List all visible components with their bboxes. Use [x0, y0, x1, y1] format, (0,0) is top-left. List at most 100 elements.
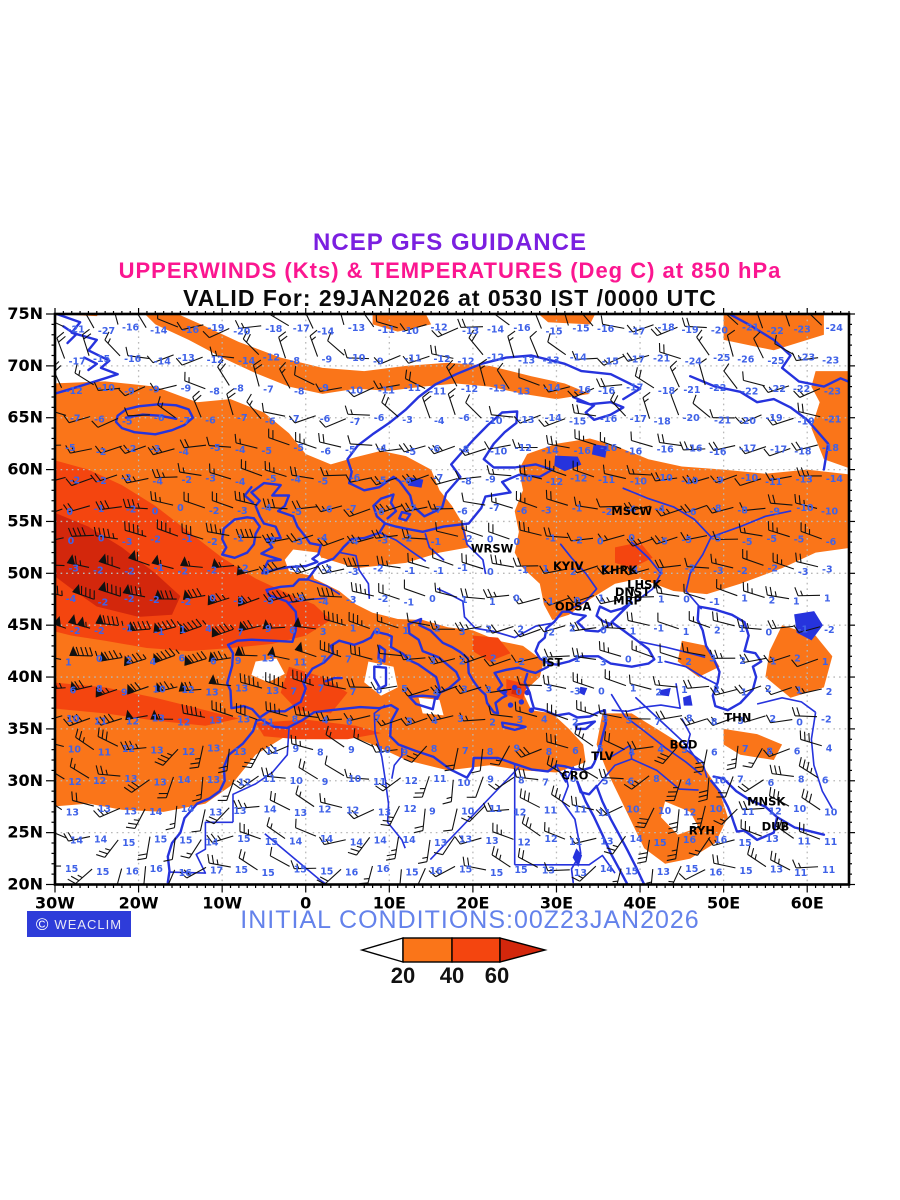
temperature-value: 15: [514, 865, 527, 876]
temperature-value: 15: [179, 836, 192, 847]
temperature-value: 13: [233, 747, 246, 758]
temperature-value: 11: [94, 716, 107, 727]
temperature-value: 13: [209, 715, 222, 726]
temperature-value: 1: [350, 623, 357, 634]
temperature-value: -3: [541, 505, 552, 516]
temperature-value: -7: [431, 505, 442, 516]
temperature-value: -5: [794, 535, 805, 546]
lon-label: 50E: [707, 894, 740, 913]
temperature-value: -7: [263, 384, 274, 395]
temperature-value: -6: [374, 413, 385, 424]
temperature-value: -6: [350, 473, 361, 484]
temperature-value: 4: [826, 744, 833, 755]
temperature-value: -8: [461, 477, 472, 488]
temperature-value: 15: [237, 834, 250, 845]
temperature-value: 8: [292, 714, 299, 725]
temperature-value: 8: [96, 684, 103, 695]
temperature-value: 15: [294, 864, 307, 875]
temperature-value: 7: [290, 687, 297, 698]
temperature-value: -2: [98, 597, 109, 608]
temperature-value: 1: [489, 597, 496, 608]
temperature-value: -10: [515, 474, 533, 485]
temperature-value: 9: [429, 807, 436, 818]
temperature-value: 7: [318, 684, 325, 695]
temperature-value: -14: [487, 325, 505, 336]
temperature-value: 11: [544, 805, 557, 816]
temperature-value: 2: [489, 717, 496, 728]
temperature-value: -18: [654, 417, 672, 428]
temperature-value: -1: [94, 504, 105, 515]
temperature-value: -10: [402, 326, 420, 337]
temperature-value: 16: [429, 866, 443, 877]
temperature-value: -6: [320, 414, 331, 425]
legend-shape: [359, 937, 548, 963]
temperature-value: 1: [542, 564, 549, 575]
city-label-bgd: BGD: [670, 737, 698, 751]
temperature-value: 4: [205, 624, 212, 635]
temperature-value: 16: [683, 835, 697, 846]
temperature-value: 14: [350, 838, 364, 849]
temperature-value: -6: [430, 444, 441, 455]
temperature-value: -10: [490, 447, 508, 458]
temperature-value: -3: [122, 537, 133, 548]
city-label-ist: IST: [542, 656, 563, 670]
temperature-value: -6: [374, 507, 385, 518]
temperature-value: -12: [515, 443, 532, 454]
temperature-value: 2: [542, 655, 549, 666]
temperature-value: -6: [320, 446, 331, 457]
temperature-value: 0: [598, 686, 605, 697]
temperature-value: 5: [626, 716, 633, 727]
temperature-value: -2: [737, 566, 748, 577]
temperature-value: -20: [739, 416, 757, 427]
temperature-value: -6: [457, 507, 468, 518]
temperature-value: 9: [402, 748, 409, 759]
temperature-value: -3: [348, 567, 359, 578]
temperature-value: 13: [66, 808, 79, 819]
temperature-value: -5: [318, 477, 329, 488]
temperature-value: 7: [374, 714, 381, 725]
temperature-value: 13: [266, 686, 279, 697]
temperature-value: -15: [569, 417, 586, 428]
coastlines: [55, 314, 849, 885]
lat-label: 70N: [7, 356, 43, 375]
temperature-value: -13: [513, 387, 530, 398]
valid-time-label: VALID For: 29JAN2026 at 0530 IST /0000 U…: [183, 285, 717, 311]
temperature-value: 0: [796, 718, 803, 729]
temperature-value: 13: [124, 806, 137, 817]
temperature-value: 11: [822, 865, 835, 876]
temperature-value: -3: [233, 596, 244, 607]
city-label-mscw: MSCW: [611, 504, 652, 518]
temperature-value: -16: [657, 445, 675, 456]
temperature-value: 6: [794, 747, 801, 758]
temperature-value: -9: [124, 386, 135, 397]
temperature-value: 10: [378, 745, 392, 756]
map-container: -21 -27 -16 -14 -16 -19 -20 -18 -17 -14 -13 -11 -10-…: [7, 304, 855, 913]
temperature-value: -11: [378, 325, 395, 336]
copyright-icon: ©: [35, 914, 49, 934]
temperature-value: 9: [293, 744, 300, 755]
temperature-value: -13: [462, 326, 479, 337]
temperature-value: 6: [572, 746, 579, 757]
lat-label: 30N: [7, 771, 43, 790]
lon-label: 10E: [373, 894, 406, 913]
temperature-value: 11: [261, 718, 274, 729]
temperature-value: 1: [630, 627, 637, 638]
temperature-value: 3: [459, 627, 466, 638]
temperature-value: -7: [406, 504, 417, 515]
temperature-value: 12: [182, 747, 195, 758]
page-title: NCEP GFS GUIDANCE: [313, 229, 587, 256]
temperature-value: 15: [122, 838, 135, 849]
temperature-value: 1: [822, 657, 829, 668]
temperature-value: 10: [658, 806, 672, 817]
temperature-value: 13: [261, 654, 274, 665]
temperature-value: 13: [770, 865, 783, 876]
temperature-value: 9: [348, 745, 355, 756]
color-legend: [359, 937, 548, 963]
temperature-value: 10: [66, 714, 80, 725]
map-frame: [46, 308, 855, 893]
temperature-value: 12: [768, 806, 781, 817]
temperature-value: 7: [462, 746, 469, 757]
lat-label: 55N: [7, 511, 43, 530]
temperature-value: 7: [350, 687, 357, 698]
temperature-value: 0: [625, 654, 632, 665]
